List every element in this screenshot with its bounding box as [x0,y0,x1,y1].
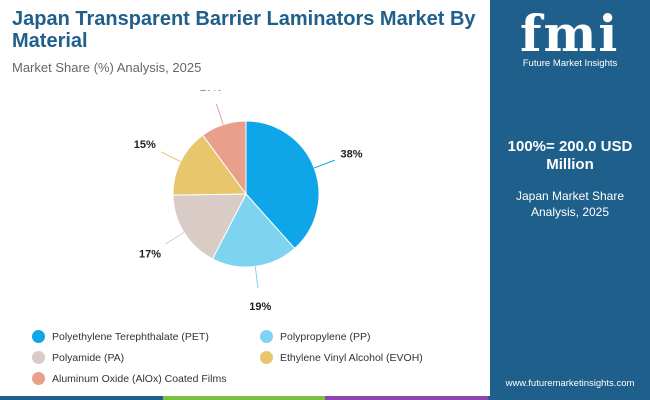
bottom-color-bar [0,396,650,400]
pie-slice-0 [245,120,320,250]
legend-swatch [32,372,45,385]
website-link[interactable]: www.futuremarketinsights.com [505,378,635,389]
legend-swatch [32,330,45,343]
leader-line-0 [314,159,335,169]
slice-label-3: 15% [134,139,156,151]
legend-item: Ethylene Vinyl Alcohol (EVOH) [260,351,423,364]
leader-line-4 [215,103,224,125]
chart-title: Japan Transparent Barrier Laminators Mar… [12,8,476,52]
leader-line-1 [254,266,259,289]
legend-swatch [32,351,45,364]
slice-label-4: 10% [200,90,222,94]
legend-label: Polyamide (PA) [52,351,125,364]
slice-label-2: 17% [139,249,161,261]
bottom-bar-segment [162,396,325,400]
legend-swatch [260,330,273,343]
bottom-bar-segment [0,396,163,400]
legend-item: Polyethylene Terephthalate (PET) [32,330,209,343]
legend-label: Polyethylene Terephthalate (PET) [52,330,209,343]
leader-line-3 [160,151,181,163]
market-total: 100%= 200.0 USD Million [507,138,633,173]
legend-label: Ethylene Vinyl Alcohol (EVOH) [280,351,423,364]
bottom-bar-segment [487,396,650,400]
sidebar-panel: fmi Future Market Insights 100%= 200.0 U… [490,0,650,400]
pie-slice-4 [202,120,247,196]
pie-slice-3 [172,134,247,196]
legend-label: Aluminum Oxide (AlOx) Coated Films [52,372,227,385]
chart-panel: Japan Transparent Barrier Laminators Mar… [12,8,476,385]
fmi-logo: fmi Future Market Insights [490,0,650,80]
legend-swatch [260,351,273,364]
legend-item: Polypropylene (PP) [260,330,370,343]
slice-label-0: 38% [341,149,363,161]
legend-label: Polypropylene (PP) [280,330,371,343]
logo-text: fmi [520,4,620,63]
bottom-bar-segment [325,396,488,400]
legend-item: Aluminum Oxide (AlOx) Coated Films [32,372,226,385]
pie-slice-1 [211,193,296,268]
logo-caption: Future Market Insights [522,58,618,69]
chart-subtitle: Market Share (%) Analysis, 2025 [12,60,202,75]
pie-chart: 38% 19% 17% 15% 10% [134,90,363,313]
legend-item: Polyamide (PA) [32,351,124,364]
slice-label-1: 19% [249,301,271,313]
market-share-caption: Japan Market Share Analysis, 2025 [515,189,625,219]
leader-line-2 [165,232,185,245]
